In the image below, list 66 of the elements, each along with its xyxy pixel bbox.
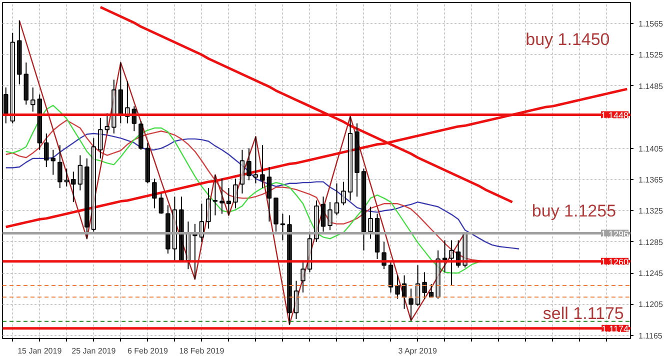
candlestick — [408, 288, 414, 322]
candlestick — [260, 144, 265, 189]
ref-line-label: 1.1448 — [600, 110, 629, 120]
candlestick — [91, 138, 96, 232]
candlestick — [58, 144, 62, 189]
candlestick — [348, 116, 353, 202]
annotation: sell 1.1175 — [542, 304, 624, 323]
x-tick-label: 6 Feb 2019 — [127, 346, 168, 356]
candlestick — [30, 86, 36, 112]
candlestick — [44, 132, 49, 168]
candlestick — [158, 193, 164, 214]
x-tick-label: 25 Jan 2019 — [72, 346, 116, 356]
line-series — [5, 104, 480, 274]
x-tick-label: 3 Apr 2019 — [398, 346, 438, 356]
y-tick-label: 1.1285 — [638, 238, 664, 247]
ref-line-label: 1.1174 — [602, 324, 628, 334]
y-tick-label: 1.1245 — [638, 269, 664, 278]
candlestick — [266, 166, 272, 222]
y-tick-label: 1.1325 — [638, 206, 664, 216]
annotation: buy 1.1255 — [532, 201, 616, 220]
candlestick — [436, 250, 440, 300]
candlestick — [368, 206, 373, 240]
candlestick — [328, 202, 332, 231]
candlestick — [280, 213, 286, 241]
y-tick-label: 1.1165 — [638, 331, 663, 340]
candlestick — [395, 274, 400, 300]
candlestick — [10, 32, 15, 124]
candlestick — [104, 112, 110, 134]
candlestick — [220, 178, 224, 214]
candlestick — [334, 182, 340, 216]
candlestick — [226, 188, 232, 216]
candlestick — [152, 178, 157, 209]
candlestick — [212, 174, 218, 216]
candlestick — [388, 262, 394, 294]
candlestick — [300, 262, 306, 294]
candlestick — [314, 200, 319, 242]
candlestick — [240, 149, 245, 194]
candlestick — [64, 168, 70, 187]
candlestick — [449, 240, 454, 286]
annotation: buy 1.1450 — [526, 30, 610, 49]
y-tick-label: 1.1485 — [638, 82, 664, 91]
candlestick — [422, 272, 427, 300]
candlestick — [98, 117, 103, 159]
y-tick-label: 1.1205 — [638, 300, 664, 310]
candlestick — [442, 240, 448, 273]
candlestick — [206, 188, 211, 230]
line-series — [18, 20, 466, 326]
ref-line-label: 1.1296 — [600, 228, 629, 239]
candlestick — [246, 148, 252, 181]
ref-line-label: 1.1260 — [600, 256, 629, 267]
x-tick-label: 18 Feb 2019 — [179, 346, 225, 356]
candlestick — [294, 280, 299, 320]
candlestick — [172, 196, 178, 263]
x-tick-label: 15 Jan 2019 — [18, 346, 62, 356]
y-tick-label: 1.1405 — [638, 144, 664, 154]
y-tick-label: 1.1565 — [638, 20, 664, 29]
candlestick — [50, 149, 56, 176]
candlestick — [253, 136, 258, 184]
candlestick — [112, 79, 116, 134]
candlestick — [71, 171, 76, 203]
candlestick — [233, 178, 238, 209]
candlestick — [320, 196, 326, 232]
candlestick — [78, 154, 83, 191]
y-tick-label: 1.1525 — [638, 50, 664, 60]
y-tick-label: 1.1365 — [638, 175, 664, 184]
candlestick — [341, 181, 346, 206]
